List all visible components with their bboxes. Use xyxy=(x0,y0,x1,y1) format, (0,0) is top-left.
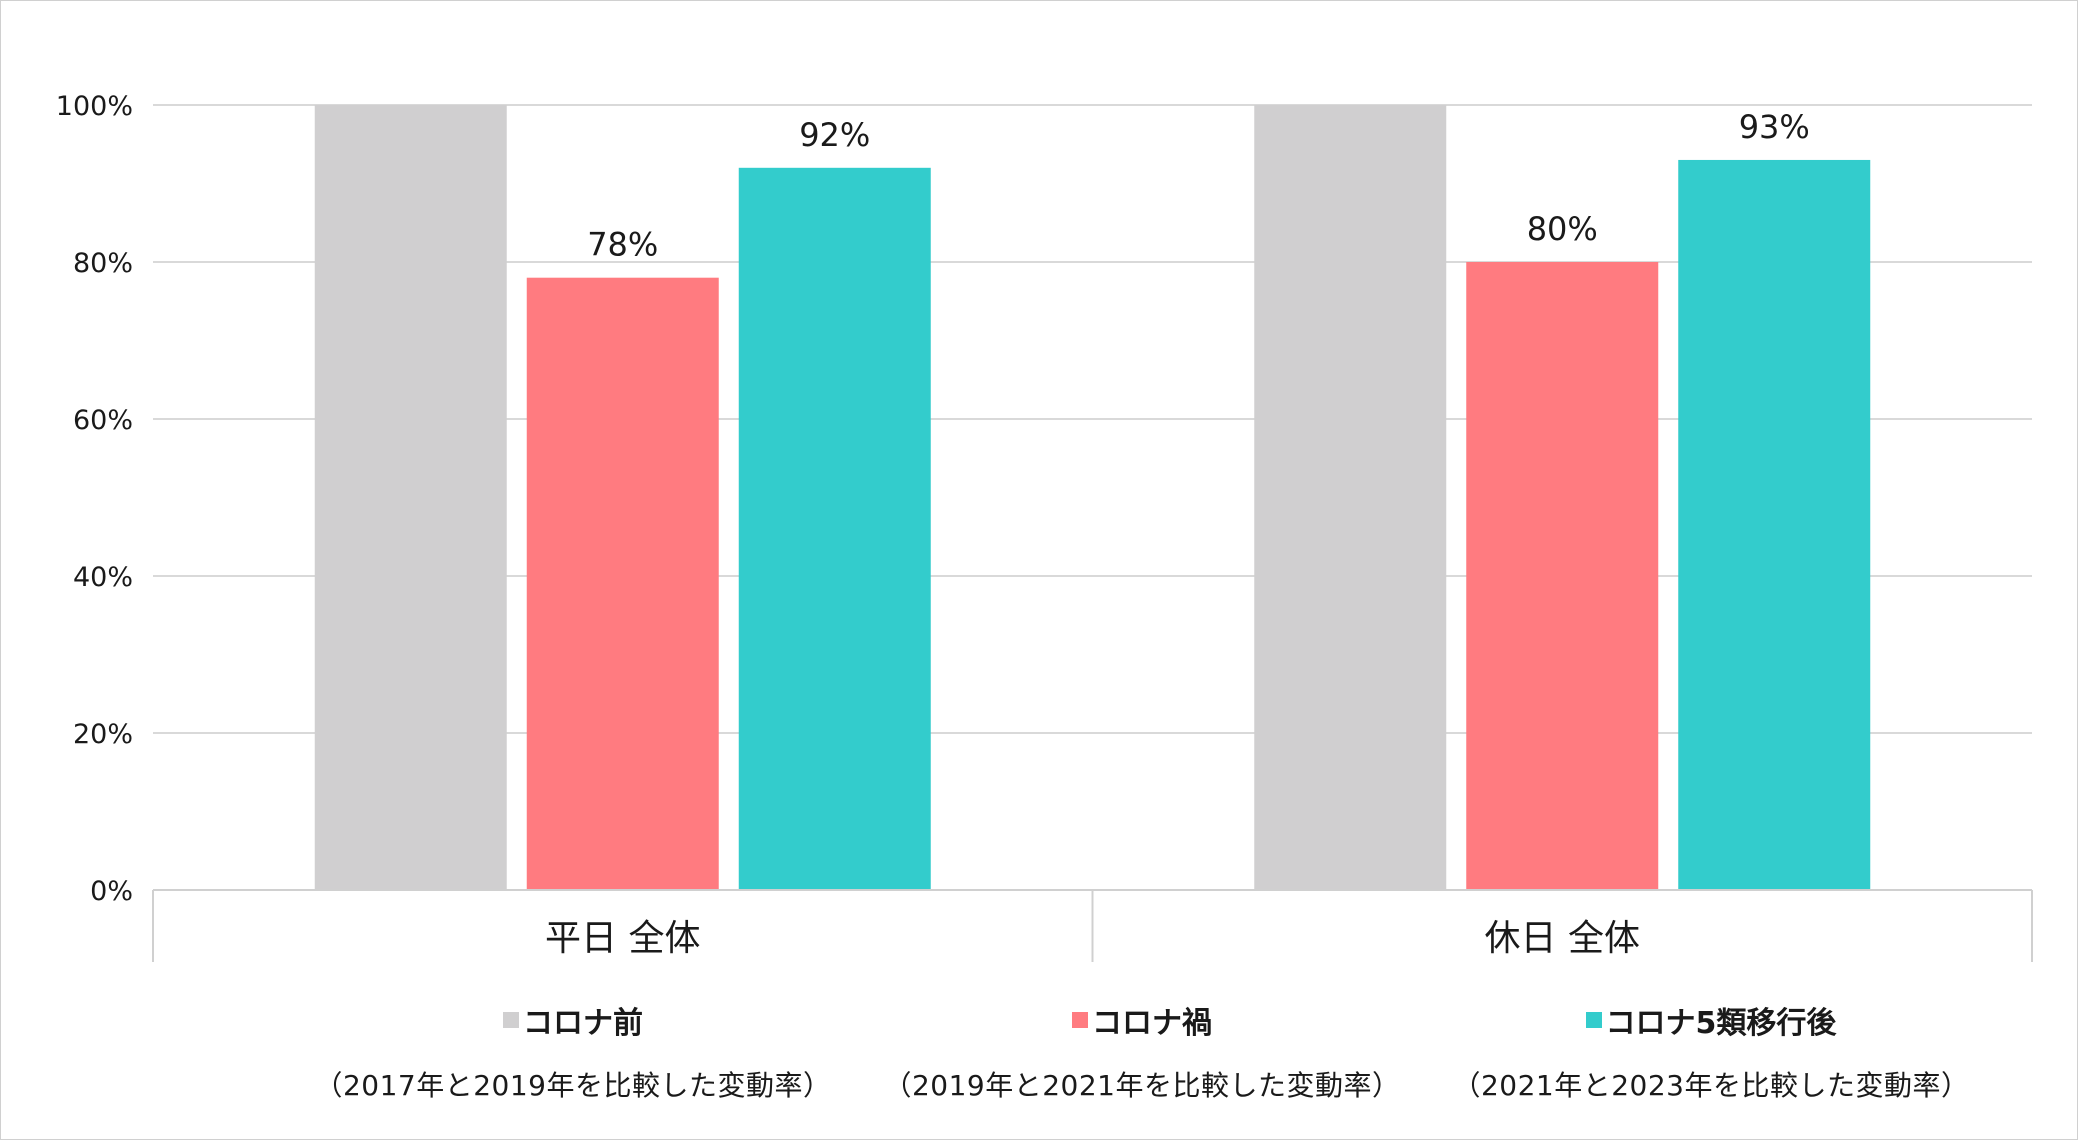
legend-series-name: コロナ禍 xyxy=(1092,1006,1212,1041)
bar xyxy=(314,105,507,890)
bar xyxy=(1466,262,1659,890)
data-label: 78% xyxy=(587,226,658,264)
category-label: 休日 全体 xyxy=(1485,918,1640,959)
legend-item: コロナ5類移行後 （2021年と2023年を比較した変動率） xyxy=(1361,998,2061,1104)
legend-entry: コロナ5類移行後 xyxy=(1585,998,1837,1042)
legend-swatch xyxy=(503,1012,519,1028)
legend-item: コロナ禍 （2019年と2021年を比較した変動率） xyxy=(792,998,1492,1104)
legend-series-name: コロナ前 xyxy=(523,1006,643,1041)
y-tick-label: 0% xyxy=(90,876,133,907)
bar xyxy=(1254,105,1447,890)
legend-note: （2017年と2019年を比較した変動率） xyxy=(314,1069,832,1102)
data-label: 92% xyxy=(799,116,870,154)
legend-swatch xyxy=(1072,1012,1088,1028)
y-tick-label: 20% xyxy=(73,719,133,750)
bar xyxy=(738,167,931,891)
y-tick-label: 40% xyxy=(73,562,133,593)
legend-item: コロナ前 （2017年と2019年を比較した変動率） xyxy=(223,998,923,1104)
y-tick-label: 80% xyxy=(73,248,133,279)
legend-entry: コロナ禍 xyxy=(1072,998,1212,1042)
legend-swatch xyxy=(1585,1012,1602,1028)
y-tick-label: 100% xyxy=(56,91,133,122)
legend-note: （2019年と2021年を比較した変動率） xyxy=(883,1069,1401,1102)
bar xyxy=(526,277,719,890)
category-label: 平日 全体 xyxy=(545,918,700,959)
data-label: 80% xyxy=(1527,210,1598,248)
bar xyxy=(1678,159,1871,890)
data-label: 93% xyxy=(1739,108,1810,146)
legend-entry: コロナ前 xyxy=(503,998,643,1042)
legend-series-name: コロナ5類移行後 xyxy=(1605,1006,1837,1041)
y-tick-label: 60% xyxy=(73,405,133,436)
legend-note: （2021年と2023年を比較した変動率） xyxy=(1452,1069,1970,1102)
